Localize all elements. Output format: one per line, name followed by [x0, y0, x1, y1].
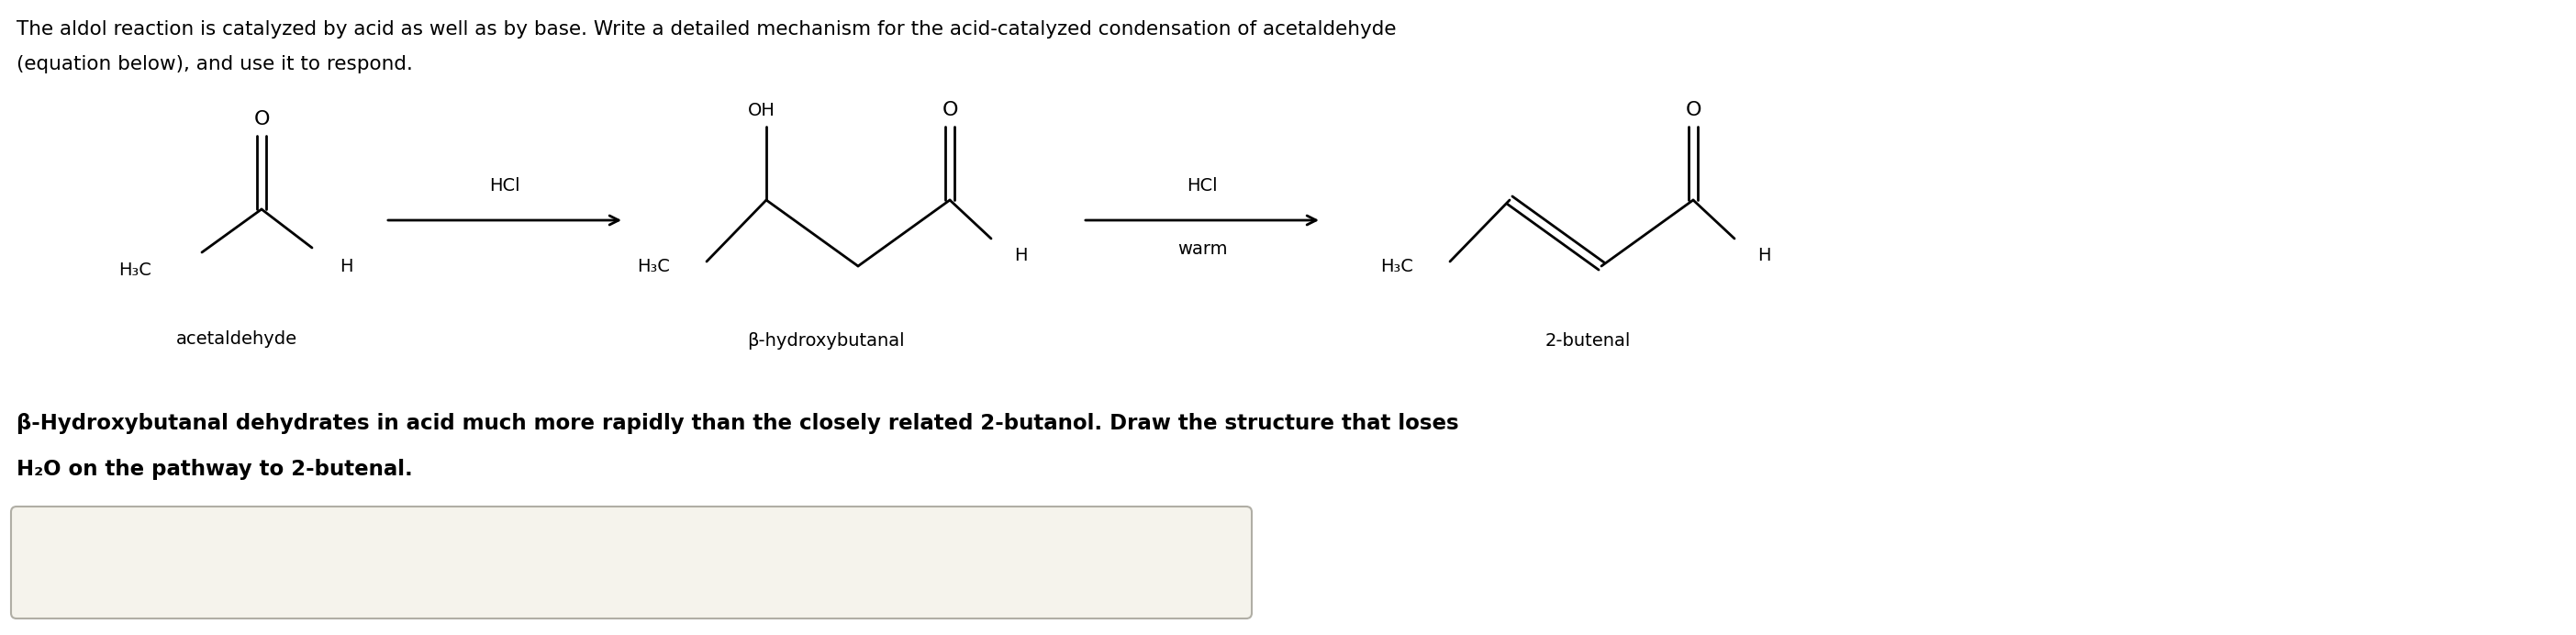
Text: warm: warm	[1177, 241, 1226, 258]
Text: The aldol reaction is catalyzed by acid as well as by base. Write a detailed mec: The aldol reaction is catalyzed by acid …	[15, 20, 1396, 39]
Text: O: O	[943, 101, 958, 119]
Text: H: H	[1757, 246, 1770, 264]
Text: H₃C: H₃C	[118, 262, 152, 279]
Text: H₃C: H₃C	[636, 257, 670, 275]
Text: HCl: HCl	[489, 177, 520, 194]
Text: β-hydroxybutanal: β-hydroxybutanal	[747, 332, 904, 350]
Text: HCl: HCl	[1188, 177, 1218, 194]
Text: H₂O on the pathway to 2-butenal.: H₂O on the pathway to 2-butenal.	[15, 459, 412, 480]
Text: H: H	[1015, 246, 1028, 264]
Text: OH: OH	[747, 102, 775, 119]
Text: (equation below), and use it to respond.: (equation below), and use it to respond.	[15, 55, 412, 74]
Text: 2-butenal: 2-butenal	[1546, 332, 1631, 350]
Text: O: O	[252, 110, 270, 128]
Text: H: H	[340, 257, 353, 275]
Text: O: O	[1685, 101, 1700, 119]
Text: acetaldehyde: acetaldehyde	[175, 330, 296, 348]
Text: β-Hydroxybutanal dehydrates in acid much more rapidly than the closely related 2: β-Hydroxybutanal dehydrates in acid much…	[15, 413, 1458, 434]
FancyBboxPatch shape	[10, 507, 1252, 618]
Text: H₃C: H₃C	[1381, 257, 1414, 275]
